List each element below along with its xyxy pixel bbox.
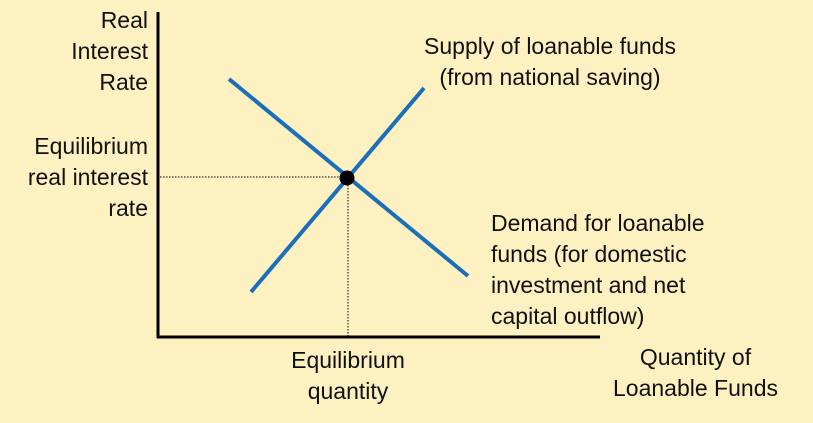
supply-curve bbox=[249, 86, 426, 294]
equilibrium-rate-label: Equilibrium real interest rate bbox=[27, 133, 148, 221]
y-axis-label: Real Interest Rate bbox=[71, 7, 148, 95]
x-axis-label: Quantity of Loanable Funds bbox=[613, 344, 778, 401]
equilibrium-point bbox=[339, 170, 355, 186]
supply-curve-label: Supply of loanable funds (from national … bbox=[424, 33, 676, 90]
equilibrium-quantity-label: Equilibrium quantity bbox=[291, 347, 405, 404]
demand-curve-label: Demand for loanable funds (for domestic … bbox=[491, 210, 705, 329]
